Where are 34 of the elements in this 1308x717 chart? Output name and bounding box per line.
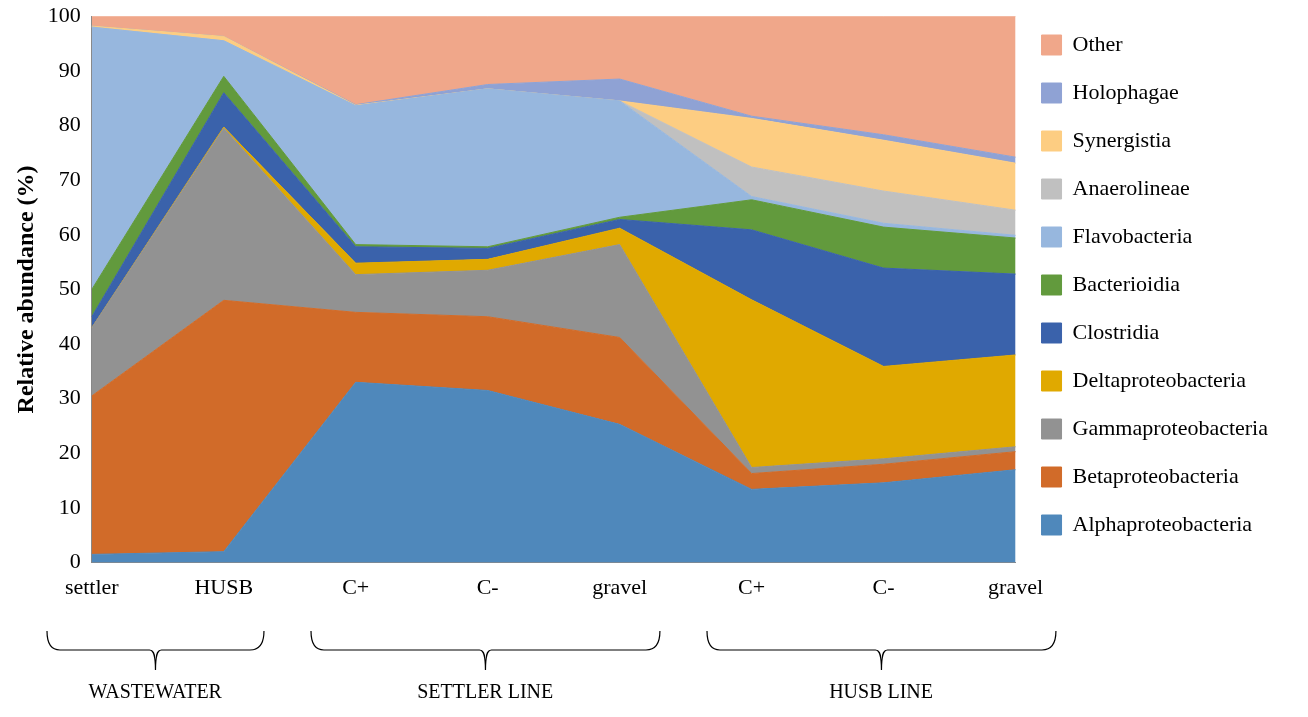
text: HUSB LINE xyxy=(829,679,934,703)
legend-label: Deltaproteobacteria xyxy=(1072,366,1247,392)
legend-label: Flavobacteria xyxy=(1072,222,1193,248)
x-tick-label: settler xyxy=(64,573,120,599)
x-tick-label: C- xyxy=(872,573,895,599)
y-tick-label: 0 xyxy=(69,548,81,574)
y-tick-label: 100 xyxy=(47,1,81,27)
legend-label: Synergistia xyxy=(1072,126,1172,152)
x-tick-label: gravel xyxy=(988,573,1044,599)
y-tick-label: 70 xyxy=(58,165,81,191)
legend-label: Gammaproteobacteria xyxy=(1072,414,1269,440)
x-tick-label: C+ xyxy=(738,573,766,599)
text: SETTLER LINE xyxy=(417,679,554,703)
legend-label: Other xyxy=(1072,30,1124,56)
x-tick-label: C- xyxy=(476,573,499,599)
legend-label: Bacterioidia xyxy=(1072,270,1181,296)
y-tick-label: 50 xyxy=(58,275,81,301)
legend-label: Betaproteobacteria xyxy=(1072,462,1239,488)
legend-label: Holophagae xyxy=(1072,78,1179,104)
y-tick-label: 30 xyxy=(58,384,81,410)
y-axis-title: Relative abundance (%) xyxy=(11,165,38,414)
y-tick-label: 10 xyxy=(58,493,81,519)
y-tick-label: 80 xyxy=(58,111,81,137)
x-tick-label: gravel xyxy=(592,573,648,599)
text: WASTEWATER xyxy=(88,679,222,703)
y-tick-label: 90 xyxy=(58,56,81,82)
y-tick-label: 40 xyxy=(58,329,81,355)
x-tick-label: HUSB xyxy=(194,573,254,599)
x-tick-label: C+ xyxy=(342,573,370,599)
legend-label: Alphaproteobacteria xyxy=(1072,510,1253,536)
y-tick-label: 20 xyxy=(58,439,81,465)
legend-label: Anaerolineae xyxy=(1072,174,1190,200)
legend-label: Clostridia xyxy=(1072,318,1160,344)
y-tick-label: 60 xyxy=(58,220,81,246)
